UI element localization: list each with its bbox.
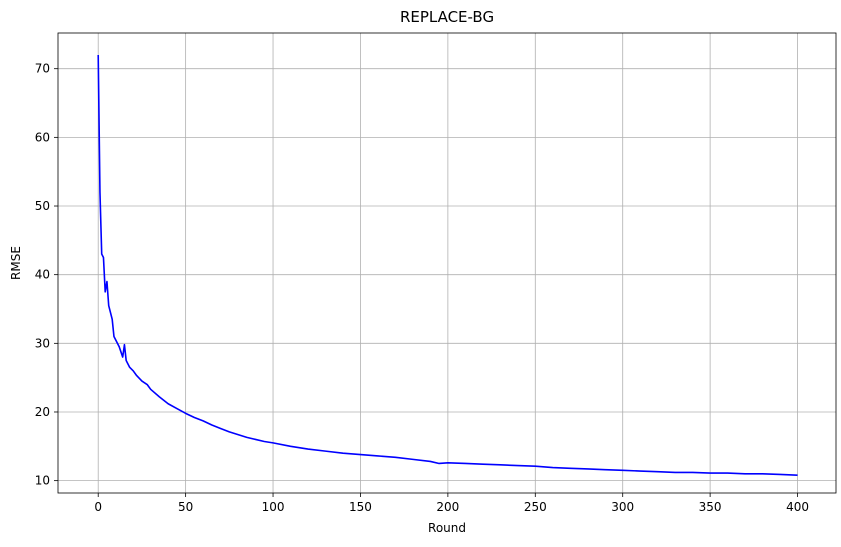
y-tick-label: 60	[35, 130, 50, 144]
chart-title: REPLACE-BG	[400, 8, 494, 26]
y-axis-label: RMSE	[9, 246, 23, 280]
x-tick-label: 250	[524, 500, 547, 514]
y-axis-ticks: 10 20 30 40 50 60 70	[35, 62, 58, 488]
x-tick-label: 150	[349, 500, 372, 514]
x-tick-label: 300	[611, 500, 634, 514]
y-tick-label: 50	[35, 199, 50, 213]
y-tick-label: 40	[35, 268, 50, 282]
series-group	[97, 54, 798, 476]
x-tick-label: 400	[786, 500, 809, 514]
plot-frame	[57, 32, 837, 494]
x-tick-label: 50	[178, 500, 193, 514]
x-tick-label: 350	[699, 500, 722, 514]
y-tick-label: 30	[35, 336, 50, 350]
x-tick-label: 0	[94, 500, 102, 514]
y-tick-label: 70	[35, 62, 50, 76]
x-axis-label: Round	[428, 521, 466, 535]
series-line	[97, 54, 798, 476]
x-tick-label: 100	[262, 500, 285, 514]
x-axis-ticks: 0 50 100 150 200 250 300 350 400	[94, 493, 809, 514]
x-tick-label: 200	[436, 500, 459, 514]
grid-lines	[58, 33, 836, 493]
y-tick-label: 10	[35, 474, 50, 488]
y-tick-label: 20	[35, 405, 50, 419]
